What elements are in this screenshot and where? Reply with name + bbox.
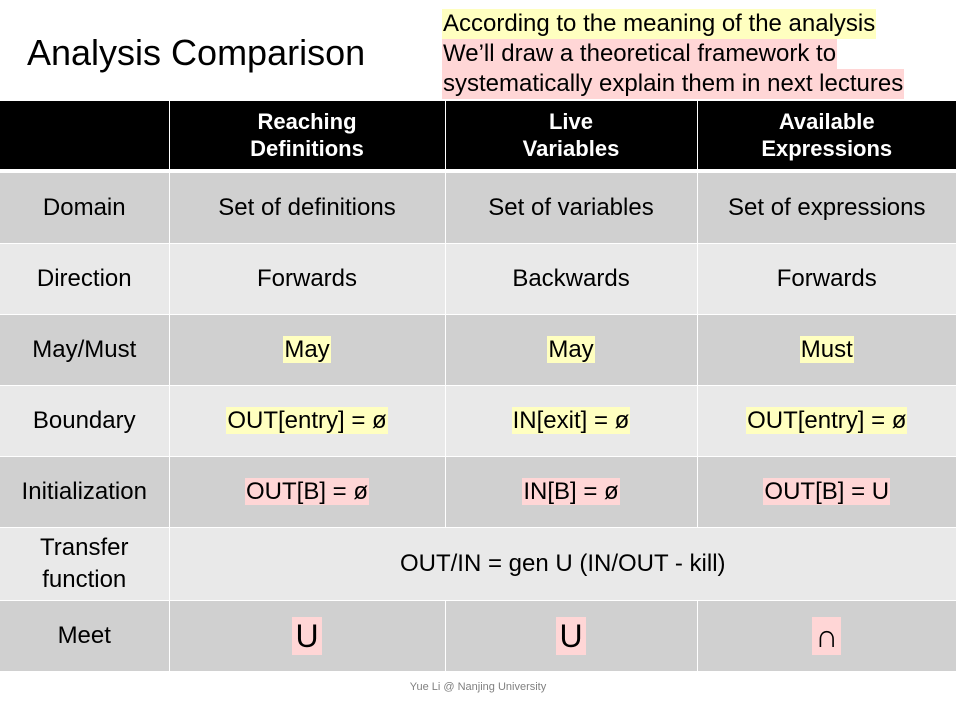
table-cell: Backwards [444,243,697,315]
note-line: systematically explain them in next lect… [442,69,905,99]
header-corner [0,101,169,173]
highlighted-value: OUT[B] = ø [244,478,369,505]
row-label-line: Transfer [40,534,129,561]
row-meet: Meet U U ∩ [0,600,956,672]
table-cell: IN[B] = ø [444,456,697,528]
highlighted-value: OUT[entry] = ø [226,407,388,434]
highlighted-value: May [547,336,595,363]
row-label: Boundary [0,385,169,457]
header-available-expressions: Available Expressions [696,101,956,173]
row-initialization: Initialization OUT[B] = ø IN[B] = ø OUT[… [0,456,956,528]
header-row: Reaching Definitions Live Variables Avai… [0,101,956,173]
note-line: We’ll draw a theoretical framework to [442,39,838,69]
table-cell: Forwards [696,243,956,315]
intersection-symbol: ∩ [812,617,842,655]
table-cell: OUT[B] = U [696,456,956,528]
row-label: Direction [0,243,169,315]
table-cell: OUT[entry] = ø [696,385,956,457]
highlighted-value: IN[B] = ø [522,478,620,505]
table-cell: IN[exit] = ø [444,385,697,457]
table-cell: Must [696,314,956,386]
footer-credit: Yue Li @ Nanjing University [409,681,547,693]
header-line: Available [778,109,875,134]
row-label: Domain [0,171,169,244]
row-label: Transfer function [0,527,169,601]
header-line: Definitions [250,136,364,161]
table-cell: OUT/IN = gen U (IN/OUT - kill) [168,527,956,601]
union-symbol: U [556,617,586,655]
row-transfer-function: Transfer function OUT/IN = gen U (IN/OUT… [0,527,956,601]
row-domain: Domain Set of definitions Set of variabl… [0,171,956,244]
highlighted-value: May [283,336,331,363]
table-cell: U [168,600,445,672]
table-cell: May [168,314,445,386]
annotation-note: According to the meaning of the analysis… [442,9,905,99]
table-cell: ∩ [696,600,956,672]
union-symbol: U [292,617,322,655]
row-label: Initialization [0,456,169,528]
table-cell: U [444,600,697,672]
highlighted-value: Must [799,336,854,363]
highlighted-value: IN[exit] = ø [511,407,631,434]
row-label: Meet [0,600,169,672]
table-cell: May [444,314,697,386]
table-cell: Set of expressions [696,171,956,244]
header-line: Reaching [257,109,357,134]
table-cell: OUT[entry] = ø [168,385,445,457]
row-label-line: function [42,566,127,593]
header-line: Expressions [761,136,893,161]
highlighted-value: OUT[entry] = ø [746,407,908,434]
header-reaching-definitions: Reaching Definitions [168,101,445,173]
highlighted-value: OUT[B] = U [763,478,891,505]
table-cell: Set of variables [444,171,697,244]
header-line: Variables [522,136,620,161]
row-may-must: May/Must May May Must [0,314,956,386]
row-boundary: Boundary OUT[entry] = ø IN[exit] = ø OUT… [0,385,956,457]
header-live-variables: Live Variables [444,101,697,173]
slide-title: Analysis Comparison [27,32,366,73]
comparison-table: Reaching Definitions Live Variables Avai… [0,101,956,672]
row-label: May/Must [0,314,169,386]
table-cell: OUT[B] = ø [168,456,445,528]
table-cell: Forwards [168,243,445,315]
table-cell: Set of definitions [168,171,445,244]
row-direction: Direction Forwards Backwards Forwards [0,243,956,315]
note-line: According to the meaning of the analysis [442,9,877,39]
header-line: Live [548,109,594,134]
